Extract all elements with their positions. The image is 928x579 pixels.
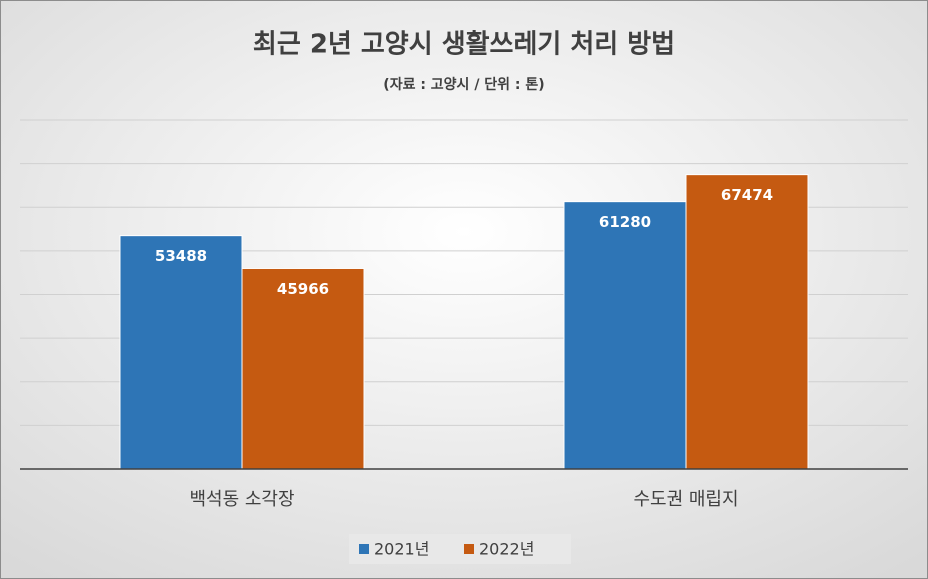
- legend-label: 2021년: [374, 540, 429, 559]
- bar: [685, 174, 809, 470]
- x-tick-label: 수도권 매립지: [633, 489, 738, 510]
- data-label: 53488: [155, 247, 207, 265]
- legend-label: 2022년: [479, 540, 534, 559]
- legend-swatch: [464, 544, 474, 554]
- data-label: 45966: [277, 280, 329, 298]
- legend-box: [349, 534, 571, 564]
- bar: [241, 267, 365, 470]
- legend-swatch: [359, 544, 369, 554]
- chart-subtitle: (자료 : 고양시 / 단위 : 톤): [383, 76, 544, 93]
- x-tick-label: 백석동 소각장: [189, 489, 294, 510]
- data-label: 67474: [721, 186, 773, 204]
- bar: [563, 201, 687, 470]
- data-label: 61280: [599, 213, 651, 231]
- chart-title: 최근 2년 고양시 생활쓰레기 처리 방법: [253, 30, 675, 60]
- bar: [119, 235, 243, 470]
